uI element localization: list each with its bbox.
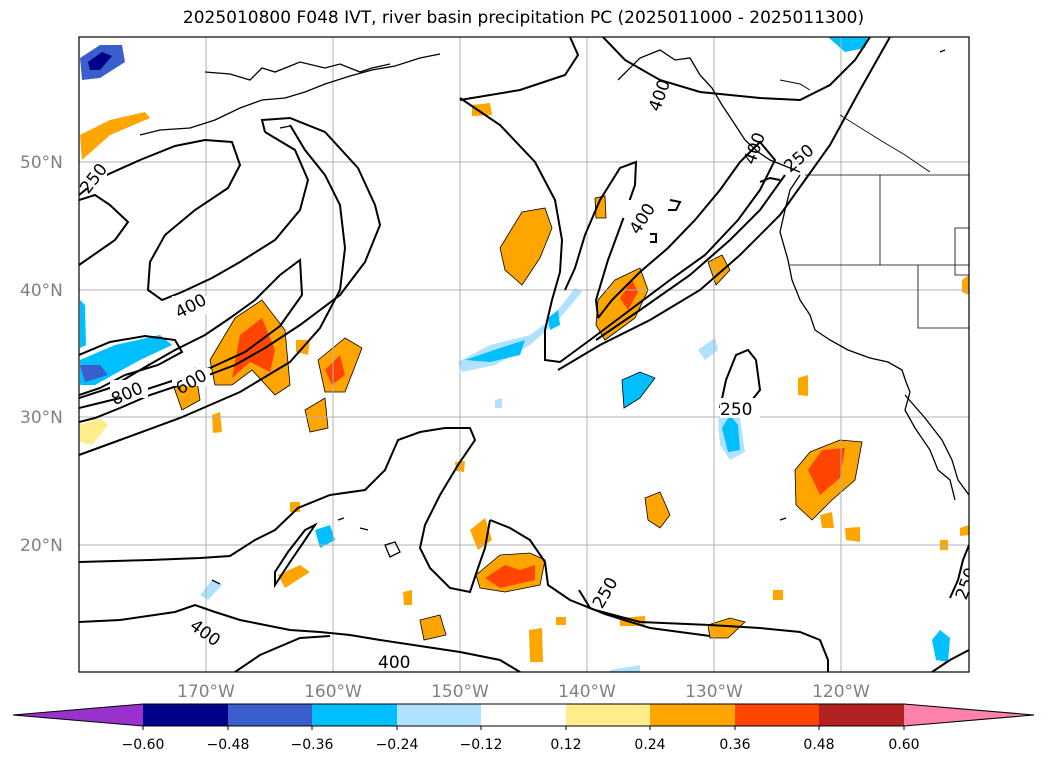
colorbar-segment bbox=[481, 704, 566, 726]
lon-label: 160°W bbox=[304, 682, 362, 702]
lon-label: 150°W bbox=[431, 682, 489, 702]
colorbar-tick: −0.24 bbox=[376, 737, 419, 753]
contour-labels: 250 400 600 800 400 400 250 250 250 400 … bbox=[79, 77, 969, 673]
colorbar-segment bbox=[143, 704, 228, 726]
colorbar-segment bbox=[312, 704, 397, 726]
colorbar-tick: 0.48 bbox=[803, 737, 834, 753]
lon-label: 140°W bbox=[558, 682, 616, 702]
lon-label: 170°W bbox=[177, 682, 235, 702]
contour-label: 400 bbox=[378, 653, 410, 673]
patch-central-blue bbox=[458, 288, 582, 372]
state-borders bbox=[790, 114, 969, 329]
contour-label: 250 bbox=[720, 400, 752, 420]
map-frame bbox=[78, 36, 970, 673]
map-area: 250 400 600 800 400 400 250 250 250 400 … bbox=[79, 37, 969, 673]
colorbar-tick: 0.60 bbox=[888, 737, 919, 753]
longitude-labels: 170°W 160°W 150°W 140°W 130°W 120°W bbox=[177, 682, 870, 702]
colorbar-tick: 0.12 bbox=[550, 737, 581, 753]
lon-label: 120°W bbox=[812, 682, 870, 702]
colorbar-tick: 0.36 bbox=[719, 737, 750, 753]
colorbar-tick: −0.12 bbox=[460, 737, 503, 753]
coastlines bbox=[139, 49, 969, 585]
colorbar-segment bbox=[650, 704, 735, 726]
map-title: 2025010800 F048 IVT, river basin precipi… bbox=[182, 8, 865, 28]
colorbar-segment bbox=[735, 704, 819, 726]
colorbar-tick: −0.60 bbox=[122, 737, 165, 753]
lat-label: 50°N bbox=[20, 153, 63, 173]
colorbar-tick: −0.36 bbox=[291, 737, 334, 753]
colorbar-segment bbox=[566, 704, 650, 726]
colorbar-tick: −0.48 bbox=[207, 737, 250, 753]
patch-central-north bbox=[499, 207, 553, 286]
positive-anomaly-patches bbox=[80, 103, 969, 662]
lat-label: 30°N bbox=[20, 408, 63, 428]
lon-label: 130°W bbox=[685, 682, 743, 702]
colorbar-segment bbox=[397, 704, 481, 726]
colorbar: −0.60 −0.48 −0.36 −0.24 −0.12 0.12 0.24 … bbox=[12, 703, 1035, 753]
graticule bbox=[79, 37, 969, 672]
latitude-labels: 50°N 40°N 30°N 20°N bbox=[20, 153, 63, 556]
colorbar-tick: 0.24 bbox=[634, 737, 665, 753]
colorbar-segment bbox=[819, 704, 904, 726]
negative-anomaly-patches bbox=[80, 37, 950, 672]
lat-label: 20°N bbox=[20, 536, 63, 556]
colorbar-extend-low bbox=[13, 704, 143, 726]
colorbar-segment bbox=[228, 704, 312, 726]
patch-top-left bbox=[80, 112, 150, 160]
patch-w-africa-core bbox=[232, 318, 275, 378]
ivt-contours bbox=[79, 37, 969, 672]
colorbar-extend-high bbox=[904, 704, 1034, 726]
lat-label: 40°N bbox=[20, 281, 63, 301]
